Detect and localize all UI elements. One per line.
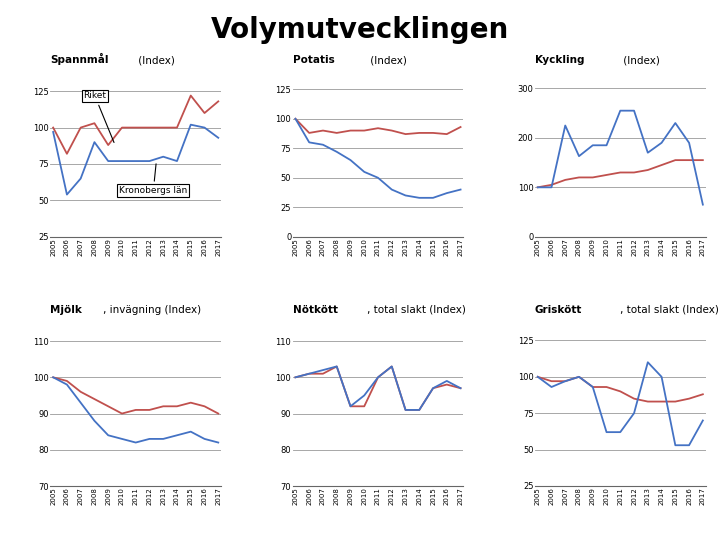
Text: Kyckling: Kyckling [535,56,585,65]
Text: Mjölk: Mjölk [50,305,82,315]
Text: Volymutvecklingen: Volymutvecklingen [211,16,509,44]
Text: , total slakt (Index): , total slakt (Index) [366,305,466,315]
Text: Kronobergs län: Kronobergs län [120,164,187,195]
Text: (Index): (Index) [135,56,175,65]
Text: Spannmål: Spannmål [50,53,109,65]
Text: Nötkött: Nötkött [293,305,338,315]
Text: Riket: Riket [84,91,114,143]
Text: (Index): (Index) [620,56,660,65]
Text: , total slakt (Index): , total slakt (Index) [620,305,719,315]
Text: (Index): (Index) [366,56,407,65]
Text: Potatis: Potatis [293,56,334,65]
Text: Griskött: Griskött [535,305,582,315]
Text: , invägning (Index): , invägning (Index) [103,305,202,315]
